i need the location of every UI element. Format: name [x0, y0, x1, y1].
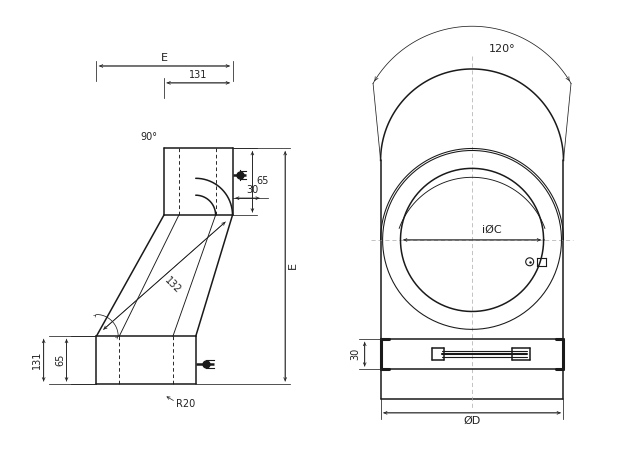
Text: iØC: iØC — [482, 225, 502, 235]
Text: 131: 131 — [32, 351, 42, 369]
Text: ØD: ØD — [463, 416, 481, 426]
Text: 131: 131 — [189, 70, 208, 80]
Text: 90°: 90° — [141, 131, 158, 142]
Text: R20: R20 — [176, 399, 195, 409]
Text: 65: 65 — [256, 176, 269, 186]
Text: E: E — [288, 262, 298, 269]
Text: 120°: 120° — [488, 44, 515, 54]
Text: 65: 65 — [56, 354, 66, 366]
Text: 132: 132 — [162, 276, 182, 296]
Text: E: E — [161, 53, 168, 63]
Text: 30: 30 — [351, 348, 361, 360]
Text: 30: 30 — [246, 185, 259, 195]
